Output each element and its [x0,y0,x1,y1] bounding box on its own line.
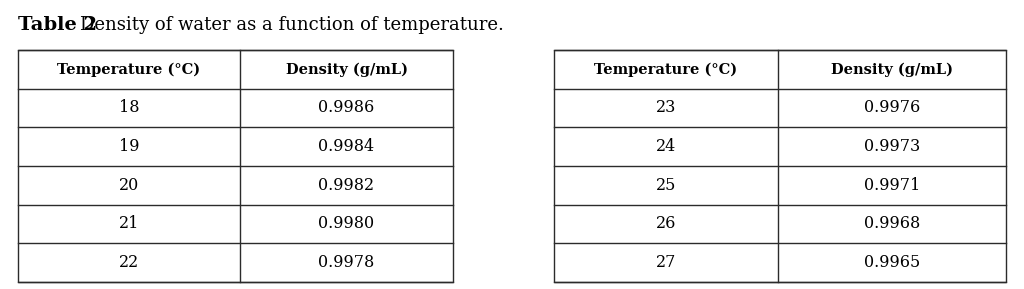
Text: 0.9978: 0.9978 [318,254,375,271]
Text: 0.9982: 0.9982 [318,177,375,194]
Text: Table 2: Table 2 [18,16,97,34]
Text: 22: 22 [119,254,139,271]
Text: 19: 19 [119,138,139,155]
Text: 18: 18 [119,99,139,116]
Text: 0.9973: 0.9973 [864,138,921,155]
Text: 0.9976: 0.9976 [864,99,921,116]
Text: 0.9968: 0.9968 [864,216,921,232]
Text: 0.9984: 0.9984 [318,138,375,155]
Text: 0.9971: 0.9971 [864,177,921,194]
Text: 23: 23 [655,99,676,116]
Text: Temperature (°C): Temperature (°C) [57,62,201,77]
Bar [554,50,1006,282]
Text: Temperature (°C): Temperature (°C) [595,62,737,77]
Text: Density (g/mL): Density (g/mL) [286,62,408,77]
Text: 25: 25 [655,177,676,194]
Text: 0.9986: 0.9986 [318,99,375,116]
Text: Density (g/mL): Density (g/mL) [831,62,953,77]
Text: 21: 21 [119,216,139,232]
Text: 26: 26 [655,216,676,232]
Text: Density of water as a function of temperature.: Density of water as a function of temper… [80,16,504,34]
Text: 20: 20 [119,177,139,194]
Text: 0.9980: 0.9980 [318,216,375,232]
Text: 24: 24 [656,138,676,155]
Text: 0.9965: 0.9965 [864,254,921,271]
Text: 27: 27 [655,254,676,271]
Bar [18,50,453,282]
